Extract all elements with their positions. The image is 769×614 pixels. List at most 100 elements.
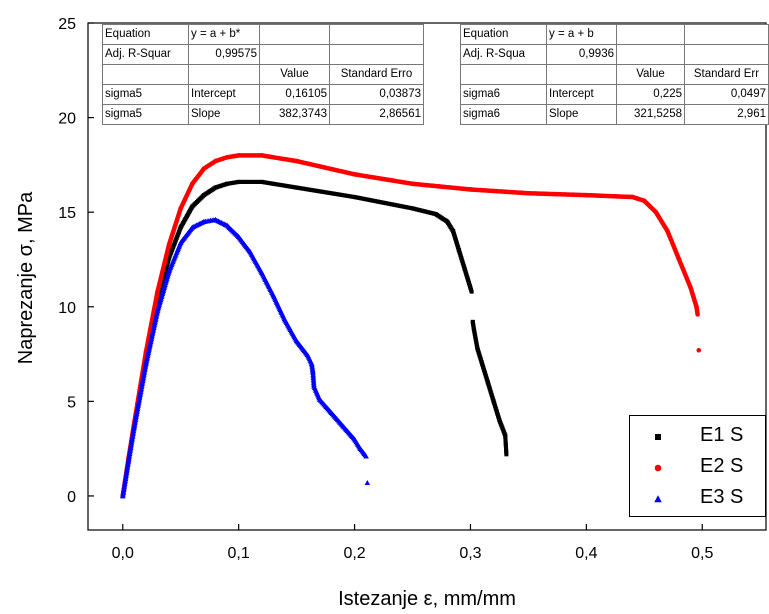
data-point xyxy=(294,185,299,190)
data-point xyxy=(259,179,264,184)
data-point xyxy=(480,361,485,366)
legend-marker-shape xyxy=(654,495,662,503)
data-point xyxy=(352,172,357,177)
data-point xyxy=(471,327,476,332)
table-cell: 0,16105 xyxy=(259,84,330,105)
table-cell: Standard Erro xyxy=(329,64,424,85)
data-point xyxy=(504,452,509,457)
legend-marker-shape xyxy=(655,434,661,440)
table-cell xyxy=(259,44,330,65)
data-point xyxy=(236,153,241,158)
data-point xyxy=(305,353,311,359)
data-point xyxy=(351,436,358,442)
data-point xyxy=(475,346,480,351)
data-point xyxy=(270,292,277,298)
fit-table-e1: Equation y = a + b* Adj. R-Squar 0,99575 Val… xyxy=(102,24,424,125)
data-point xyxy=(308,360,315,366)
data-point xyxy=(154,307,161,313)
table-cell: 2,961 xyxy=(684,104,769,125)
data-point xyxy=(491,399,496,404)
data-point xyxy=(201,166,207,171)
table-cell: Value xyxy=(616,64,685,85)
table-cell: y = a + b* xyxy=(188,24,260,45)
table-cell xyxy=(546,64,617,85)
table-cell: Intercept xyxy=(188,84,260,105)
data-point xyxy=(143,360,149,366)
table-row: Adj. R-Squa 0,9936 xyxy=(460,44,769,65)
data-point xyxy=(456,248,461,253)
table-cell: Adj. R-Squa xyxy=(460,44,547,65)
data-point xyxy=(189,224,196,230)
data-point xyxy=(410,206,415,211)
data-point xyxy=(224,222,230,228)
data-point xyxy=(364,479,371,485)
table-cell: sigma5 xyxy=(102,104,189,125)
y-tick-label: 15 xyxy=(58,205,76,222)
table-row: Adj. R-Squar 0,99575 xyxy=(102,44,424,65)
table-cell: 2,86561 xyxy=(329,104,424,125)
table-cell xyxy=(259,24,330,45)
data-point xyxy=(433,212,438,217)
data-point xyxy=(190,181,195,187)
table-cell xyxy=(684,24,769,45)
data-point xyxy=(317,396,323,402)
series-e3-s xyxy=(120,216,371,499)
table-cell: Slope xyxy=(546,104,617,125)
fit-table-e2: Equation y = a + b Adj. R-Squa 0,9936 Value S… xyxy=(460,24,769,125)
table-cell: 321,5258 xyxy=(616,104,685,125)
data-point xyxy=(225,181,230,186)
data-point xyxy=(352,195,357,200)
table-cell xyxy=(616,24,685,45)
data-point xyxy=(120,493,126,499)
table-cell xyxy=(102,64,189,85)
data-point xyxy=(166,242,172,247)
table-cell: 0,9936 xyxy=(546,44,617,65)
data-point xyxy=(131,423,138,429)
plot-frame xyxy=(87,22,767,531)
table-cell: 0,225 xyxy=(616,84,685,105)
data-point xyxy=(166,268,172,274)
table-cell: Standard Err xyxy=(684,64,769,85)
data-point xyxy=(410,181,415,187)
series-e1-s xyxy=(120,179,509,498)
x-tick-label: 0,5 xyxy=(691,545,713,562)
data-point xyxy=(462,266,467,271)
table-row: sigma5 Intercept 0,16105 0,03873 xyxy=(102,84,424,105)
table-cell: Adj. R-Squar xyxy=(102,44,189,65)
data-point xyxy=(340,423,346,429)
y-axis-title: Naprezanje σ, MPa xyxy=(15,191,37,364)
data-point xyxy=(294,158,299,164)
data-point xyxy=(676,257,682,262)
data-point xyxy=(584,192,589,198)
x-tick-label: 0,0 xyxy=(112,545,134,562)
data-point xyxy=(259,269,265,275)
table-cell xyxy=(329,24,424,45)
data-point xyxy=(213,158,218,164)
table-cell: Equation xyxy=(102,24,189,45)
table-row: Equation y = a + b* xyxy=(102,24,424,45)
data-point xyxy=(178,225,183,230)
y-tick-label: 10 xyxy=(58,300,76,317)
data-point xyxy=(236,179,241,184)
legend-item: E2 S xyxy=(630,453,765,479)
data-point xyxy=(155,289,160,294)
table-cell: Intercept xyxy=(546,84,617,105)
data-point xyxy=(630,194,636,200)
x-axis-title: Istezanje ε, mm/mm xyxy=(338,588,516,610)
legend-marker xyxy=(654,495,662,503)
legend-label: E3 S xyxy=(700,486,744,508)
data-point xyxy=(190,204,195,209)
data-point xyxy=(125,457,132,463)
data-point xyxy=(201,218,207,224)
data-point xyxy=(503,433,508,438)
data-point xyxy=(282,317,288,323)
x-tick-label: 0,2 xyxy=(343,545,365,562)
data-point xyxy=(526,190,531,196)
table-cell: y = a + b xyxy=(546,24,617,45)
data-point xyxy=(212,216,219,222)
data-point xyxy=(178,206,184,211)
table-cell: sigma6 xyxy=(460,104,547,125)
table-cell xyxy=(188,64,260,85)
data-point xyxy=(167,255,172,260)
chart-marks xyxy=(120,153,702,499)
